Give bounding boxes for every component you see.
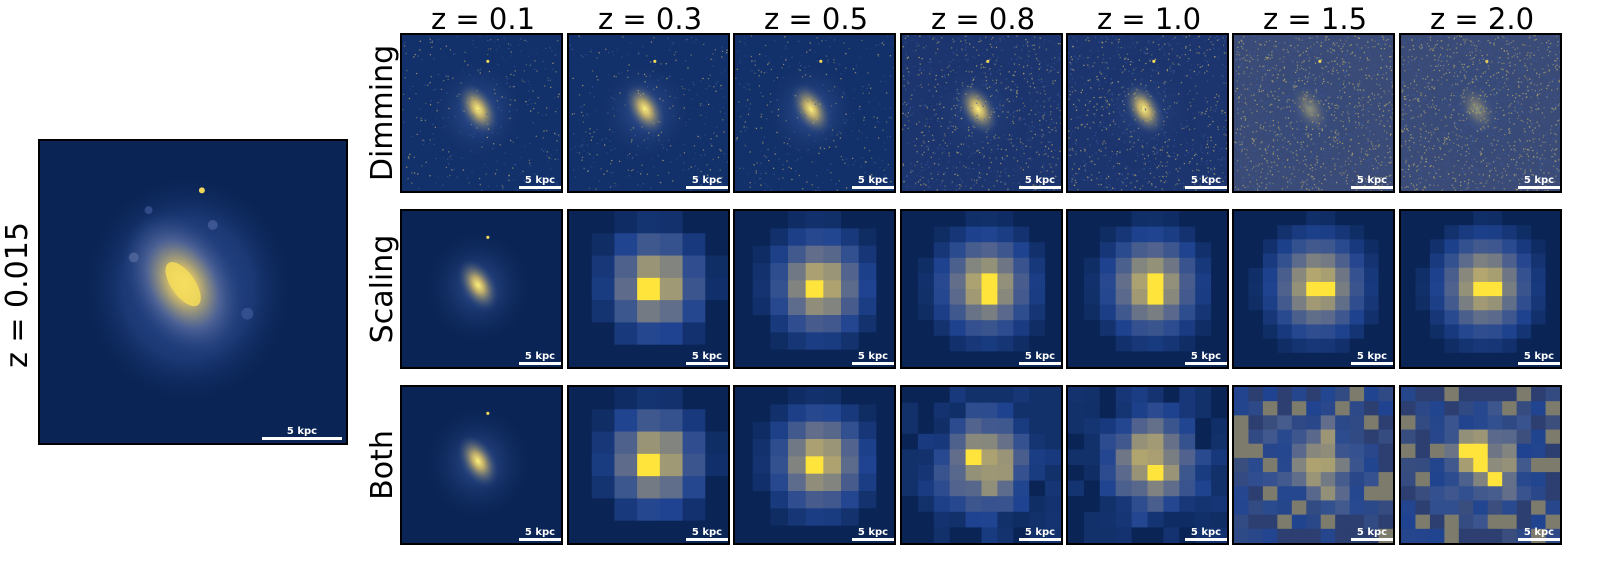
- galaxy-image: [735, 35, 894, 191]
- scale-bar: [1185, 186, 1227, 189]
- main-galaxy-image: [40, 141, 346, 443]
- row-header-dimming: Dimming: [365, 44, 400, 182]
- panel-both-col5: 5 kpc: [1066, 385, 1229, 545]
- galaxy-image: [569, 35, 728, 191]
- scale-bar: [1351, 362, 1393, 365]
- scale-bar: [1351, 538, 1393, 541]
- scale-bar-label: 5 kpc: [524, 351, 556, 362]
- galaxy-image: [402, 211, 561, 367]
- galaxy-image: [1234, 387, 1393, 543]
- column-header-1: z = 0.1: [430, 2, 536, 36]
- galaxy-image: [1401, 35, 1560, 191]
- scale-bar-label: 5 kpc: [1024, 527, 1056, 538]
- panel-both-col2: 5 kpc: [567, 385, 730, 545]
- scale-bar-label: 5 kpc: [1024, 175, 1056, 186]
- scale-bar: [1518, 362, 1560, 365]
- scale-bar: [519, 186, 561, 189]
- galaxy-image: [402, 387, 561, 543]
- panel-dimming-col6: 5 kpc: [1232, 33, 1395, 193]
- panel-scaling-col2: 5 kpc: [567, 209, 730, 369]
- scale-bar-label: 5 kpc: [1523, 351, 1555, 362]
- scale-bar: [686, 362, 728, 365]
- scale-bar-label: 5 kpc: [1190, 175, 1222, 186]
- row-header-both: Both: [365, 430, 400, 500]
- panel-both-col1: 5 kpc: [400, 385, 563, 545]
- scale-bar-label: 5 kpc: [857, 175, 889, 186]
- row-header-scaling: Scaling: [365, 234, 400, 344]
- scale-bar: [1019, 538, 1061, 541]
- galaxy-image: [735, 387, 894, 543]
- scale-bar: [1185, 362, 1227, 365]
- scale-bar-label: 5 kpc: [524, 175, 556, 186]
- column-header-4: z = 0.8: [930, 2, 1036, 36]
- scale-bar: [852, 362, 894, 365]
- scale-bar-label: 5 kpc: [1356, 351, 1388, 362]
- galaxy-image: [735, 211, 894, 367]
- galaxy-image: [1401, 211, 1560, 367]
- panel-dimming-col4: 5 kpc: [900, 33, 1063, 193]
- scale-bar: [1185, 538, 1227, 541]
- galaxy-image: [902, 35, 1061, 191]
- galaxy-image: [1401, 387, 1560, 543]
- galaxy-image: [1234, 35, 1393, 191]
- galaxy-image: [402, 35, 561, 191]
- scale-bar-label: 5 kpc: [691, 175, 723, 186]
- scale-bar-label: 5 kpc: [1523, 175, 1555, 186]
- panel-scaling-col5: 5 kpc: [1066, 209, 1229, 369]
- scale-bar: [852, 186, 894, 189]
- galaxy-image: [1068, 387, 1227, 543]
- galaxy-image: [1068, 35, 1227, 191]
- column-header-6: z = 1.5: [1262, 2, 1368, 36]
- panel-dimming-col1: 5 kpc: [400, 33, 563, 193]
- scale-bar-label: 5 kpc: [691, 527, 723, 538]
- scale-bar-label: 5 kpc: [1356, 527, 1388, 538]
- panel-both-col3: 5 kpc: [733, 385, 896, 545]
- scale-bar: [1518, 538, 1560, 541]
- panel-dimming-col2: 5 kpc: [567, 33, 730, 193]
- panel-scaling-col6: 5 kpc: [1232, 209, 1395, 369]
- main-redshift-label: z = 0.015: [0, 222, 35, 368]
- galaxy-image: [569, 211, 728, 367]
- panel-scaling-col4: 5 kpc: [900, 209, 1063, 369]
- panel-scaling-col7: 5 kpc: [1399, 209, 1562, 369]
- panel-both-col4: 5 kpc: [900, 385, 1063, 545]
- galaxy-image: [902, 211, 1061, 367]
- panel-both-col6: 5 kpc: [1232, 385, 1395, 545]
- scale-bar: [686, 538, 728, 541]
- panel-scaling-col1: 5 kpc: [400, 209, 563, 369]
- column-header-3: z = 0.5: [763, 2, 869, 36]
- galaxy-image: [1068, 211, 1227, 367]
- panel-both-col7: 5 kpc: [1399, 385, 1562, 545]
- scale-bar-label: 5 kpc: [524, 527, 556, 538]
- scale-bar-label: 5 kpc: [857, 351, 889, 362]
- panel-dimming-col7: 5 kpc: [1399, 33, 1562, 193]
- main-scale-bar-label: 5 kpc: [286, 426, 318, 437]
- scale-bar: [1518, 186, 1560, 189]
- scale-bar: [519, 538, 561, 541]
- galaxy-image: [902, 387, 1061, 543]
- column-header-5: z = 1.0: [1096, 2, 1202, 36]
- scale-bar-label: 5 kpc: [1356, 175, 1388, 186]
- scale-bar-label: 5 kpc: [1024, 351, 1056, 362]
- scale-bar-label: 5 kpc: [1523, 527, 1555, 538]
- scale-bar: [519, 362, 561, 365]
- scale-bar: [1351, 186, 1393, 189]
- scale-bar: [1019, 362, 1061, 365]
- main-scale-bar: [262, 437, 342, 440]
- galaxy-image: [569, 387, 728, 543]
- scale-bar-label: 5 kpc: [691, 351, 723, 362]
- scale-bar-label: 5 kpc: [857, 527, 889, 538]
- panel-dimming-col3: 5 kpc: [733, 33, 896, 193]
- scale-bar: [852, 538, 894, 541]
- galaxy-image: [1234, 211, 1393, 367]
- panel-dimming-col5: 5 kpc: [1066, 33, 1229, 193]
- column-header-7: z = 2.0: [1429, 2, 1535, 36]
- scale-bar-label: 5 kpc: [1190, 351, 1222, 362]
- scale-bar-label: 5 kpc: [1190, 527, 1222, 538]
- column-header-2: z = 0.3: [597, 2, 703, 36]
- panel-scaling-col3: 5 kpc: [733, 209, 896, 369]
- scale-bar: [686, 186, 728, 189]
- scale-bar: [1019, 186, 1061, 189]
- main-galaxy-panel: 5 kpc: [38, 139, 348, 445]
